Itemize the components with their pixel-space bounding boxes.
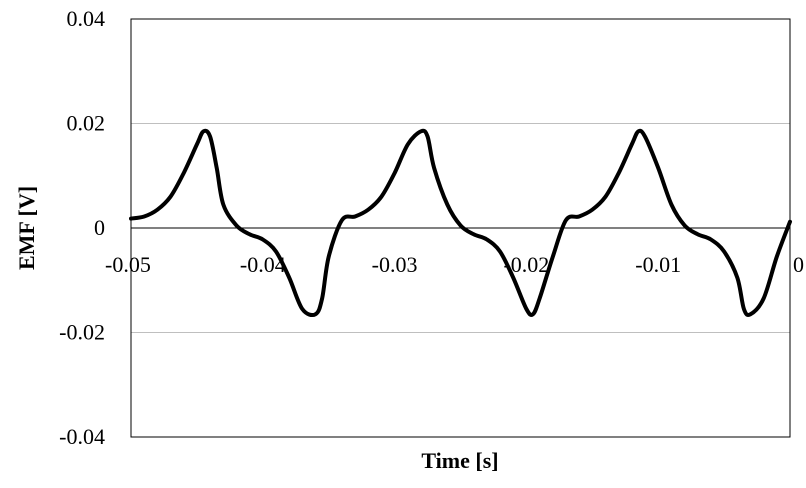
y-tick-label: 0.02: [67, 111, 106, 136]
x-tick-label: -0.05: [105, 252, 151, 277]
y-axis-title: EMF [V]: [14, 186, 39, 270]
y-tick-label: 0.04: [67, 6, 106, 31]
gridlines: [131, 123, 790, 333]
x-tick-label: -0.04: [240, 252, 286, 277]
y-tick-labels: -0.04 -0.02 0 0.02 0.04: [59, 6, 105, 449]
y-tick-label: -0.02: [59, 320, 105, 345]
x-tick-labels: -0.05 -0.04 -0.03 -0.02 -0.01 0: [105, 252, 804, 277]
y-tick-label: -0.04: [59, 424, 105, 449]
x-axis-title: Time [s]: [421, 448, 498, 473]
emf-series-line-0: [129, 128, 792, 318]
x-tick-label: -0.03: [372, 252, 418, 277]
x-tick-label: -0.01: [635, 252, 681, 277]
series-layer: [129, 128, 792, 318]
y-tick-label: 0: [94, 215, 105, 240]
x-tick-label: 0: [793, 252, 804, 277]
x-tick-label: -0.02: [503, 252, 549, 277]
